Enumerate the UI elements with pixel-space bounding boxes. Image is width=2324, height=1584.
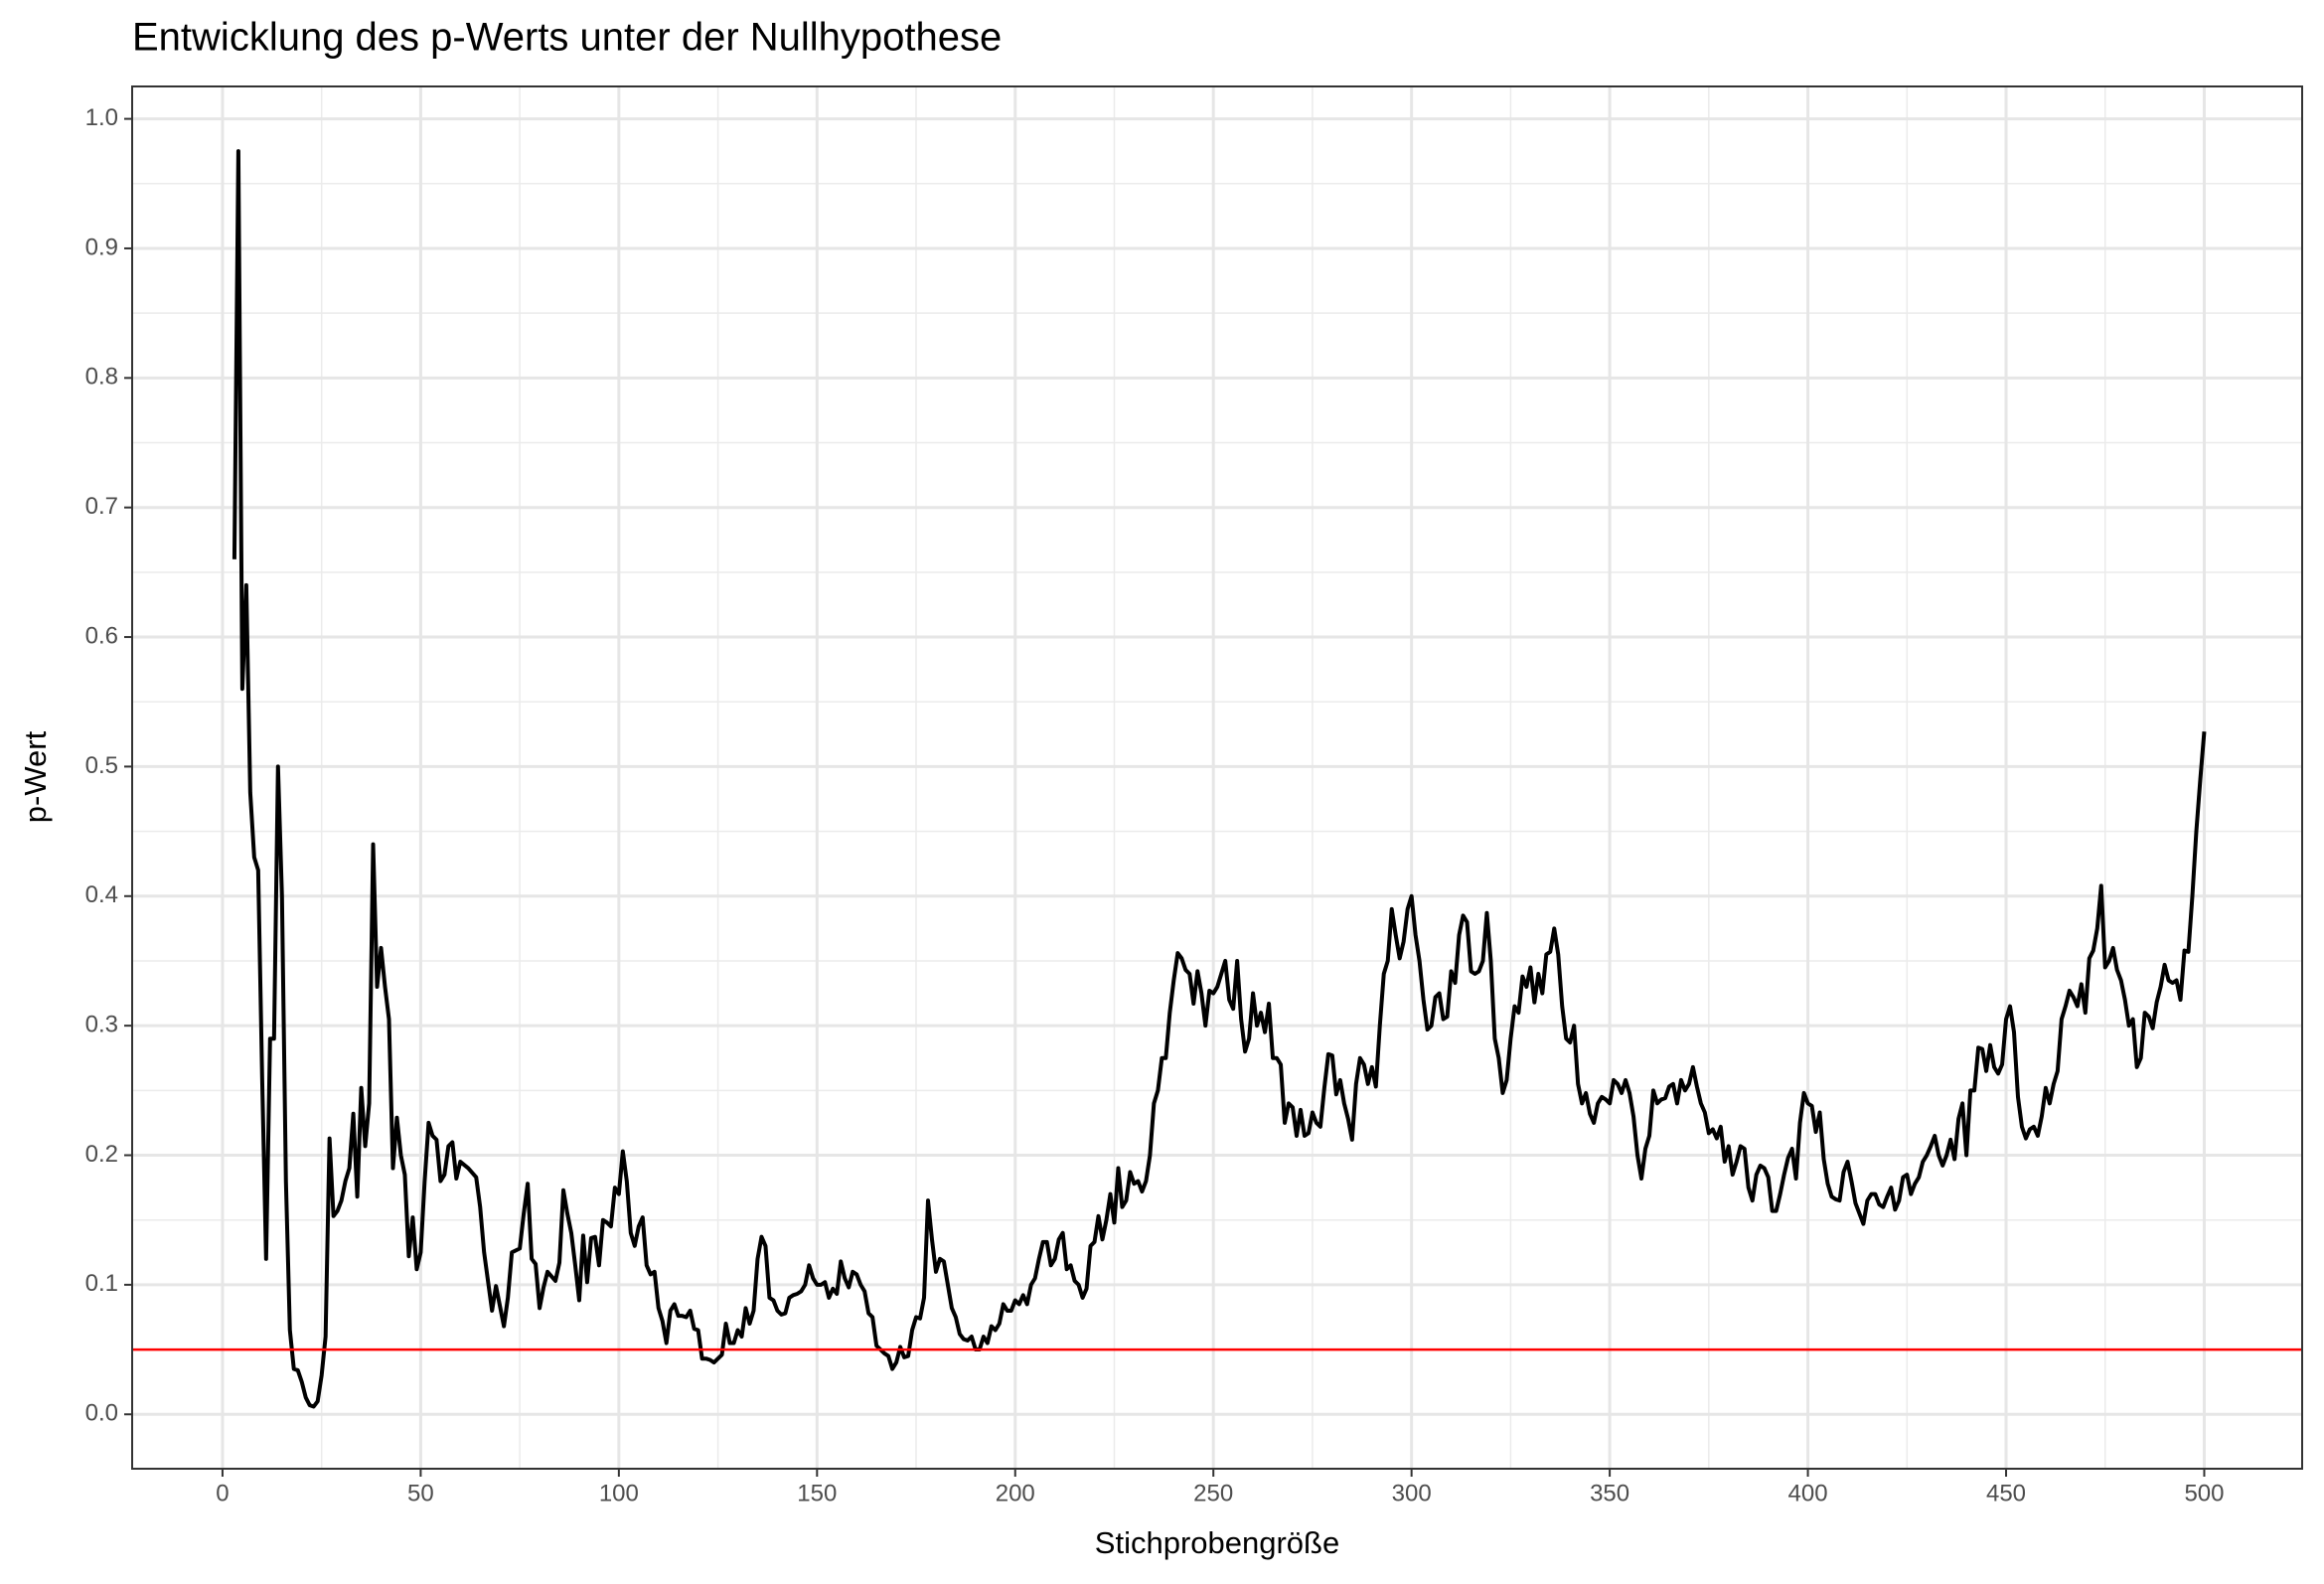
x-tick-label: 300 (1392, 1480, 1432, 1506)
y-tick-label: 0.4 (85, 881, 118, 908)
chart-title: Entwicklung des p-Werts unter der Nullhy… (132, 16, 1002, 60)
x-tick-label: 0 (216, 1480, 229, 1506)
x-tick-label: 350 (1590, 1480, 1629, 1506)
x-tick-label: 150 (797, 1480, 837, 1506)
x-tick-label: 250 (1193, 1480, 1233, 1506)
y-axis-title: p-Wert (18, 730, 53, 823)
y-tick-label: 0.2 (85, 1141, 118, 1168)
x-tick-label: 100 (599, 1480, 639, 1506)
x-tick-label: 50 (407, 1480, 434, 1506)
y-tick-label: 0.7 (85, 493, 118, 520)
y-tick-label: 0.0 (85, 1400, 118, 1427)
x-tick-label: 400 (1788, 1480, 1828, 1506)
x-tick-label: 500 (2184, 1480, 2224, 1506)
y-tick-label: 0.8 (85, 364, 118, 391)
data-line (232, 149, 2207, 1409)
plot-area: 0 50 100 150 200 250 300 350 400 450 500 0.0 0.1 0.2 0… (85, 85, 2303, 1506)
y-tick-label: 0.9 (85, 234, 118, 260)
x-tick-label: 450 (1986, 1480, 2026, 1506)
y-tick-label: 1.0 (85, 104, 118, 131)
x-axis-title: Stichprobengröße (1095, 1525, 1339, 1560)
panel-border (131, 85, 2303, 1470)
y-tick-label: 0.1 (85, 1270, 118, 1297)
y-tick-label: 0.6 (85, 622, 118, 649)
y-tick-label: 0.3 (85, 1011, 118, 1037)
x-tick-label: 200 (996, 1480, 1035, 1506)
y-tick-label: 0.5 (85, 752, 118, 779)
